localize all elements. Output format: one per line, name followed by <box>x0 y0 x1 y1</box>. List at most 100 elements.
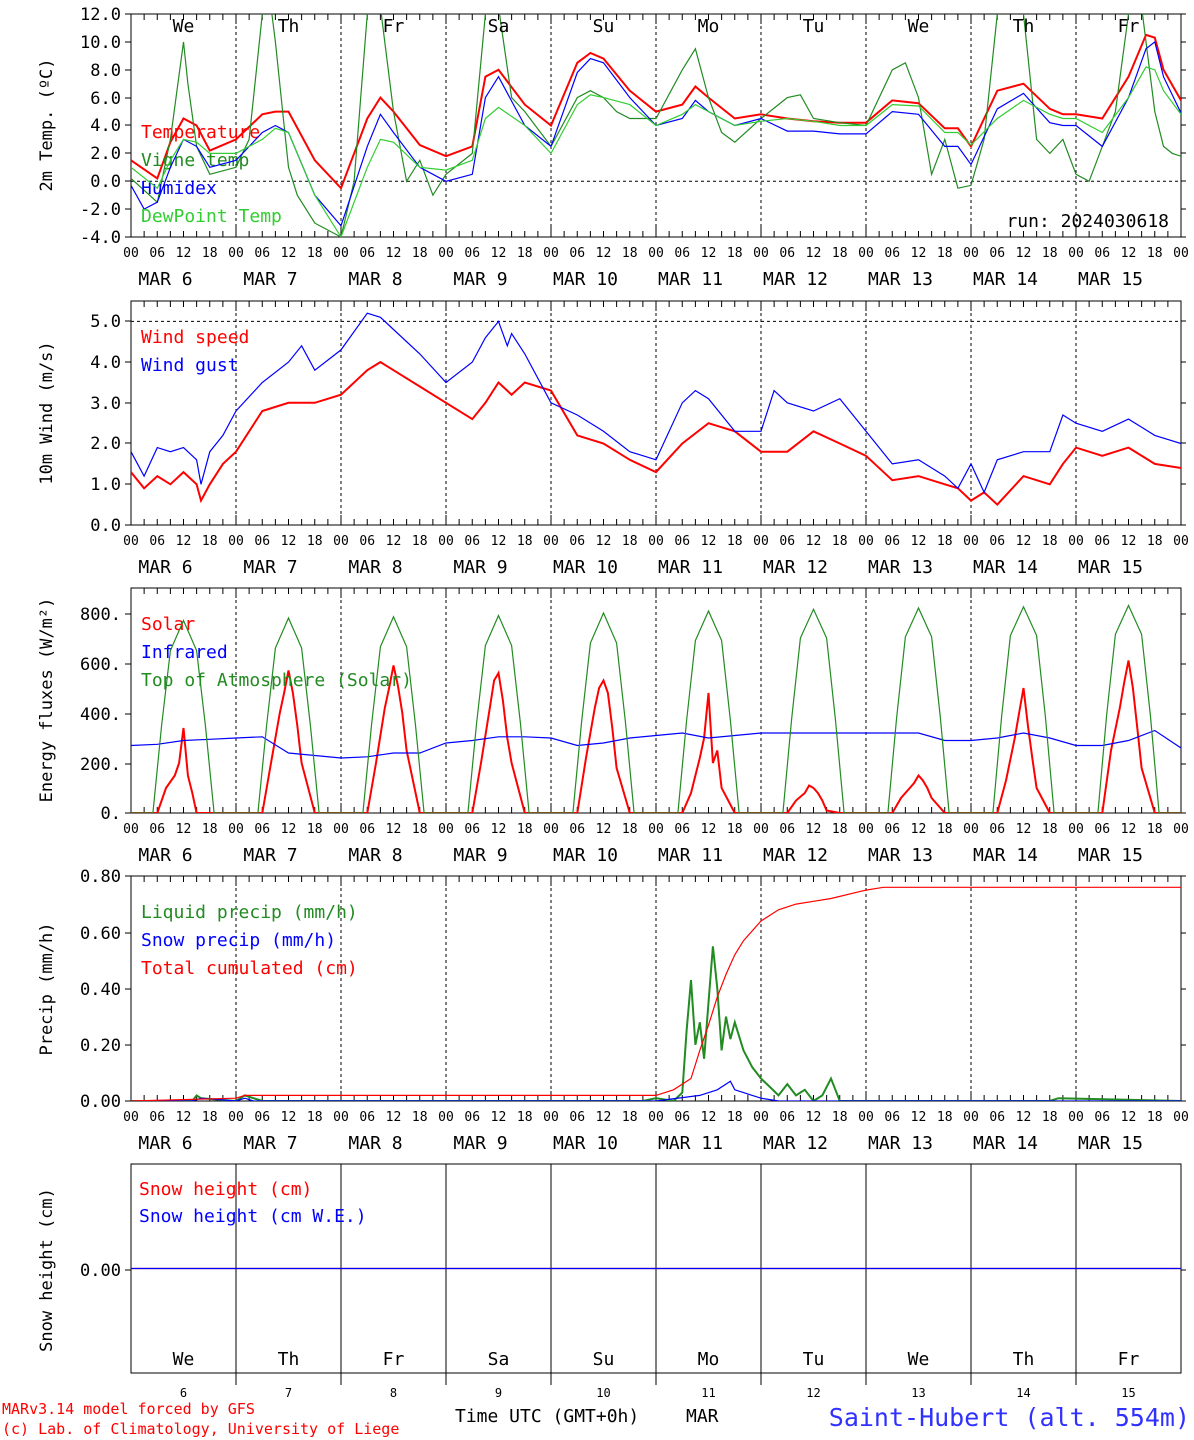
y-axis-label: 10m Wind (m/s) <box>37 341 57 484</box>
date-label: MAR 13 <box>868 269 933 290</box>
weekday-label: Mo <box>698 16 720 37</box>
hour-label: 06 <box>674 246 690 261</box>
date-label: MAR 6 <box>138 1133 192 1154</box>
time-axis-month: MAR <box>686 1406 719 1427</box>
date-label: MAR 15 <box>1078 845 1143 866</box>
y-tick-label: 1.0 <box>90 475 121 495</box>
hour-label: 00 <box>228 534 244 549</box>
hour-label: 06 <box>569 1110 585 1125</box>
hour-label: 06 <box>569 246 585 261</box>
hour-label: 00 <box>333 1110 349 1125</box>
weekday-label: Sa <box>488 16 510 37</box>
series-line-wind-gust <box>131 312 1181 494</box>
hour-label: 06 <box>674 822 690 837</box>
hour-label: 06 <box>464 822 480 837</box>
hour-label: 06 <box>464 1110 480 1125</box>
hour-label: 00 <box>648 534 664 549</box>
hour-label: 12 <box>281 1110 297 1125</box>
hour-label: 00 <box>543 1110 559 1125</box>
date-label: MAR 8 <box>348 557 402 578</box>
hour-label: 06 <box>1094 1110 1110 1125</box>
date-label: MAR 13 <box>868 845 933 866</box>
hour-label: 00 <box>753 1110 769 1125</box>
hour-label: 12 <box>491 246 507 261</box>
hour-label: 12 <box>1121 1110 1137 1125</box>
date-label: MAR 7 <box>243 269 297 290</box>
date-label: MAR 11 <box>658 557 723 578</box>
legend-entry: Snow precip (mm/h) <box>141 930 336 951</box>
day-number-label: 9 <box>495 1386 502 1400</box>
y-tick-label: 0.20 <box>80 1036 121 1056</box>
hour-label: 12 <box>491 534 507 549</box>
date-label: MAR 7 <box>243 557 297 578</box>
date-label: MAR 7 <box>243 845 297 866</box>
y-axis-label: Energy fluxes (W/m²) <box>37 598 57 803</box>
weekday-label: Mo <box>698 1349 720 1370</box>
hour-label: 00 <box>858 534 874 549</box>
date-label: MAR 12 <box>763 557 828 578</box>
hour-label: 12 <box>176 534 192 549</box>
hour-label: 00 <box>858 1110 874 1125</box>
date-label: MAR 8 <box>348 845 402 866</box>
hour-label: 18 <box>202 246 218 261</box>
series-line-solar <box>131 660 1181 813</box>
day-number-label: 10 <box>596 1386 610 1400</box>
hour-label: 12 <box>911 822 927 837</box>
y-tick-label: 0.0 <box>90 172 121 192</box>
hour-label: 06 <box>359 1110 375 1125</box>
series-line-snow-precip-mm-h- <box>131 1080 1181 1101</box>
hour-label: 00 <box>1173 534 1189 549</box>
hour-label: 00 <box>963 822 979 837</box>
hour-label: 18 <box>937 246 953 261</box>
hour-label: 12 <box>911 246 927 261</box>
date-label: MAR 13 <box>868 557 933 578</box>
hour-label: 00 <box>438 822 454 837</box>
hour-label: 18 <box>832 822 848 837</box>
date-label: MAR 6 <box>138 845 192 866</box>
hour-label: 12 <box>491 822 507 837</box>
weekday-label: Th <box>1013 1349 1035 1370</box>
hour-label: 18 <box>832 1110 848 1125</box>
legend-entry: Wind gust <box>141 355 239 376</box>
hour-label: 12 <box>911 534 927 549</box>
date-label: MAR 13 <box>868 1133 933 1154</box>
date-label: MAR 9 <box>453 1133 507 1154</box>
y-tick-label: 800. <box>80 605 121 625</box>
hour-label: 00 <box>648 822 664 837</box>
plot-frame <box>130 300 1182 526</box>
hour-label: 18 <box>727 822 743 837</box>
weekday-label: We <box>173 16 195 37</box>
date-label: MAR 8 <box>348 1133 402 1154</box>
hour-label: 18 <box>412 1110 428 1125</box>
date-label: MAR 14 <box>973 269 1038 290</box>
date-label: MAR 14 <box>973 845 1038 866</box>
hour-label: 12 <box>596 822 612 837</box>
hour-label: 18 <box>202 1110 218 1125</box>
series-line-wind-speed <box>131 360 1181 507</box>
hour-label: 18 <box>1147 246 1163 261</box>
hour-label: 12 <box>806 534 822 549</box>
hour-label: 00 <box>648 246 664 261</box>
y-tick-label: 3.0 <box>90 394 121 414</box>
weekday-label: Tu <box>803 16 825 37</box>
hour-label: 18 <box>517 822 533 837</box>
day-number-label: 13 <box>911 1386 925 1400</box>
y-tick-label: 0.60 <box>80 924 121 944</box>
hour-label: 18 <box>937 1110 953 1125</box>
hour-label: 18 <box>412 246 428 261</box>
hour-label: 00 <box>333 534 349 549</box>
hour-label: 12 <box>701 246 717 261</box>
hour-label: 00 <box>543 534 559 549</box>
hour-label: 18 <box>1042 534 1058 549</box>
legend-entry: Humidex <box>141 178 217 199</box>
hour-label: 00 <box>753 534 769 549</box>
day-number-label: 11 <box>701 1386 715 1400</box>
hour-label: 12 <box>701 822 717 837</box>
y-tick-label: 12.0 <box>80 5 121 25</box>
y-axis-label: Snow height (cm) <box>37 1188 57 1352</box>
weekday-label: Th <box>278 16 300 37</box>
hour-label: 12 <box>1016 534 1032 549</box>
weekday-label: Sa <box>488 1349 510 1370</box>
hour-label: 00 <box>1173 246 1189 261</box>
